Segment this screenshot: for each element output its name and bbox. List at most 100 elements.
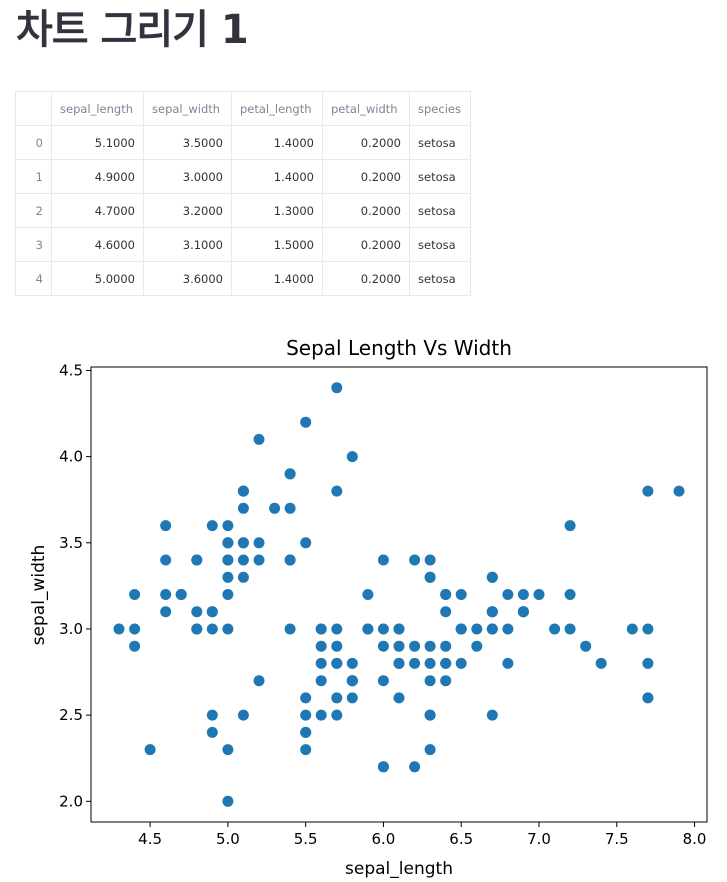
data-point: [409, 640, 421, 652]
cell-petal-width[interactable]: 0.2000: [322, 261, 410, 296]
data-point: [564, 520, 576, 532]
cell-petal-width[interactable]: 0.2000: [322, 159, 410, 194]
data-point: [440, 589, 452, 600]
points-layer: [113, 382, 685, 807]
data-point: [642, 657, 654, 669]
data-point: [486, 606, 498, 618]
data-point: [222, 795, 234, 807]
data-point: [642, 692, 654, 704]
chart-title: Sepal Length Vs Width: [286, 336, 512, 360]
data-point: [424, 709, 436, 721]
column-header-petal-width[interactable]: petal_width: [322, 91, 410, 126]
row-index: 4: [15, 261, 52, 296]
cell-species[interactable]: setosa: [409, 125, 471, 160]
data-point: [517, 589, 529, 600]
data-point: [315, 640, 327, 652]
cell-sepal-width[interactable]: 3.0000: [143, 159, 232, 194]
cell-sepal-width[interactable]: 3.6000: [143, 261, 232, 296]
cell-sepal-length[interactable]: 5.1000: [51, 125, 144, 160]
data-point: [440, 606, 452, 618]
table-row: 0 5.1000 3.5000 1.4000 0.2000 setosa: [15, 125, 471, 160]
data-point: [300, 726, 312, 738]
cell-petal-width[interactable]: 0.2000: [322, 125, 410, 160]
row-index: 2: [15, 193, 52, 228]
data-point: [191, 554, 203, 566]
cell-sepal-width[interactable]: 3.2000: [143, 193, 232, 228]
x-tick-label: 6.5: [449, 830, 473, 848]
column-header-sepal-width[interactable]: sepal_width: [143, 91, 232, 126]
cell-petal-length[interactable]: 1.4000: [231, 261, 323, 296]
data-point: [626, 623, 638, 635]
y-tick-label: 3.0: [59, 620, 83, 638]
data-point: [253, 537, 265, 549]
y-axis-label: sepal_width: [29, 545, 49, 646]
cell-petal-length[interactable]: 1.3000: [231, 193, 323, 228]
data-point: [129, 589, 141, 600]
cell-sepal-width[interactable]: 3.5000: [143, 125, 232, 160]
data-point: [393, 657, 405, 669]
data-point: [222, 744, 234, 756]
y-axis-ticks: 2.0 2.5 3.0 3.5 4.0 4.5: [59, 361, 91, 810]
cell-species[interactable]: setosa: [409, 159, 471, 194]
column-header-petal-length[interactable]: petal_length: [231, 91, 323, 126]
data-point: [580, 640, 592, 652]
cell-sepal-width[interactable]: 3.1000: [143, 227, 232, 262]
data-point: [206, 606, 218, 618]
cell-sepal-length[interactable]: 5.0000: [51, 261, 144, 296]
y-tick-label: 4.5: [59, 361, 83, 379]
data-point: [393, 623, 405, 635]
data-point: [253, 554, 265, 566]
column-header-sepal-length[interactable]: sepal_length: [51, 91, 144, 126]
data-point: [642, 485, 654, 497]
x-tick-label: 5.5: [294, 830, 318, 848]
page-title: 차트 그리기 1: [16, 7, 249, 53]
data-point: [424, 657, 436, 669]
data-point: [549, 623, 561, 635]
data-point: [222, 537, 234, 549]
data-point: [346, 657, 358, 669]
cell-species[interactable]: setosa: [409, 193, 471, 228]
cell-sepal-length[interactable]: 4.6000: [51, 227, 144, 262]
data-point: [440, 657, 452, 669]
data-point: [222, 589, 234, 600]
x-axis-ticks: 4.5 5.0 5.5 6.0 6.5 7.0 7.5 8.0: [138, 822, 706, 848]
cell-sepal-length[interactable]: 4.9000: [51, 159, 144, 194]
data-point: [222, 623, 234, 635]
data-point: [300, 744, 312, 756]
cell-species[interactable]: setosa: [409, 261, 471, 296]
data-point: [237, 571, 249, 583]
cell-petal-length[interactable]: 1.4000: [231, 159, 323, 194]
data-point: [424, 571, 436, 583]
data-point: [206, 726, 218, 738]
cell-sepal-length[interactable]: 4.7000: [51, 193, 144, 228]
dataframe-table[interactable]: sepal_length sepal_width petal_length pe…: [15, 91, 471, 296]
cell-species[interactable]: setosa: [409, 227, 471, 262]
cell-petal-width[interactable]: 0.2000: [322, 193, 410, 228]
data-point: [237, 537, 249, 549]
data-point: [673, 485, 685, 497]
data-point: [486, 623, 498, 635]
row-index: 1: [15, 159, 52, 194]
data-point: [331, 692, 343, 704]
y-tick-label: 2.0: [59, 792, 83, 810]
data-point: [175, 589, 187, 600]
data-point: [471, 640, 483, 652]
x-tick-label: 7.5: [605, 830, 629, 848]
data-point: [129, 640, 141, 652]
cell-petal-length[interactable]: 1.4000: [231, 125, 323, 160]
cell-petal-length[interactable]: 1.5000: [231, 227, 323, 262]
data-point: [160, 554, 172, 566]
x-tick-label: 8.0: [683, 830, 707, 848]
column-header-index[interactable]: [15, 91, 52, 126]
data-point: [300, 416, 312, 428]
x-axis-label: sepal_length: [345, 859, 453, 879]
cell-petal-width[interactable]: 0.2000: [322, 227, 410, 262]
data-point: [362, 589, 374, 600]
column-header-species[interactable]: species: [409, 91, 471, 126]
data-point: [331, 657, 343, 669]
data-point: [409, 761, 421, 773]
data-point: [377, 623, 389, 635]
data-point: [315, 709, 327, 721]
data-point: [284, 502, 296, 514]
data-point: [253, 433, 265, 445]
